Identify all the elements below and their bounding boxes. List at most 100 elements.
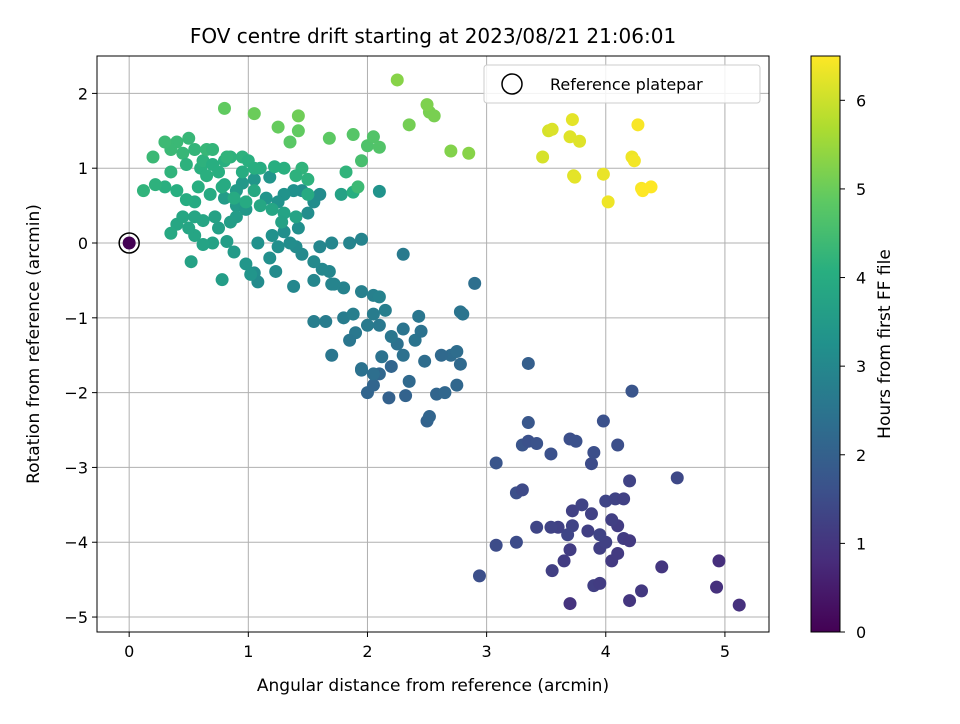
data-point <box>208 210 222 224</box>
x-axis-label: Angular distance from reference (arcmin) <box>257 676 609 696</box>
data-point <box>568 170 582 184</box>
data-point <box>623 594 637 608</box>
data-point <box>220 150 234 164</box>
data-point <box>399 389 413 403</box>
legend-label-reference: Reference platepar <box>550 75 703 94</box>
data-point <box>315 262 329 276</box>
data-point <box>179 193 193 207</box>
data-point <box>427 109 441 123</box>
legend-marker-reference <box>501 73 523 95</box>
data-point <box>263 170 277 184</box>
data-point <box>544 520 558 534</box>
colorbar-tick-label: 1 <box>856 534 866 553</box>
data-point <box>565 113 579 127</box>
data-point <box>545 122 559 136</box>
y-tick-label: −1 <box>64 309 88 328</box>
data-point <box>593 576 607 590</box>
data-point <box>164 165 178 179</box>
data-point <box>220 235 234 249</box>
data-point <box>206 143 220 157</box>
data-point <box>289 210 303 224</box>
data-point <box>584 507 598 521</box>
data-point <box>366 130 380 144</box>
data-point <box>251 236 265 250</box>
data-point <box>215 273 229 287</box>
data-point <box>644 180 658 194</box>
data-point <box>625 384 639 398</box>
data-point <box>378 303 392 317</box>
data-point <box>536 150 550 164</box>
data-point <box>247 184 261 198</box>
data-point <box>196 214 210 228</box>
data-point <box>414 324 428 338</box>
x-tick-label: 5 <box>720 642 730 661</box>
data-point <box>372 318 386 332</box>
data-point <box>291 124 305 138</box>
data-point <box>402 118 416 132</box>
data-point <box>521 416 535 430</box>
data-point <box>468 276 482 290</box>
data-point <box>275 215 289 229</box>
data-point <box>265 202 279 216</box>
data-point <box>182 221 196 235</box>
data-point <box>268 160 282 174</box>
data-point <box>563 543 577 557</box>
data-point <box>307 315 321 329</box>
data-point <box>396 348 410 362</box>
colorbar-tick-label: 6 <box>856 91 866 110</box>
data-point <box>530 520 544 534</box>
data-point <box>601 195 615 209</box>
data-point <box>422 410 436 424</box>
data-point <box>182 131 196 145</box>
data-point <box>206 236 220 250</box>
data-point <box>617 492 631 506</box>
legend: Reference platepar <box>483 64 761 104</box>
colorbar-gradient <box>810 55 841 633</box>
data-point <box>313 240 327 254</box>
data-point <box>343 333 357 347</box>
data-point <box>355 232 369 246</box>
data-point <box>631 118 645 132</box>
data-point <box>420 98 434 112</box>
data-point <box>346 307 360 321</box>
data-point <box>584 457 598 471</box>
data-point <box>325 236 339 250</box>
data-point <box>200 169 214 183</box>
data-point <box>545 564 559 578</box>
data-point <box>170 184 184 198</box>
data-point <box>325 348 339 362</box>
data-point <box>277 161 291 175</box>
reference-data-point <box>122 236 136 250</box>
y-tick-label: 2 <box>78 84 88 103</box>
data-point <box>557 554 571 568</box>
legend-box <box>483 64 761 104</box>
y-tick-label: −5 <box>64 608 88 627</box>
colorbar-label: Hours from first FF file <box>875 249 895 439</box>
data-point <box>453 305 467 319</box>
data-point <box>521 356 535 370</box>
data-point <box>402 374 416 388</box>
data-point <box>283 236 297 250</box>
data-point <box>596 167 610 181</box>
data-point <box>489 538 503 552</box>
data-point <box>283 135 297 149</box>
colorbar-tick-label: 3 <box>856 357 866 376</box>
data-point <box>253 199 267 213</box>
data-point <box>301 206 315 220</box>
data-point <box>530 436 544 450</box>
data-point <box>655 560 669 574</box>
data-point <box>450 344 464 358</box>
data-point <box>563 597 577 611</box>
data-point <box>384 330 398 344</box>
data-point <box>438 386 452 400</box>
data-point <box>382 391 396 405</box>
data-point <box>263 251 277 265</box>
x-tick-label: 1 <box>243 642 253 661</box>
y-tick-label: −3 <box>64 458 88 477</box>
colorbar-tick-label: 2 <box>856 446 866 465</box>
data-point <box>271 240 285 254</box>
chart-title: FOV centre drift starting at 2023/08/21 … <box>190 24 676 48</box>
data-point <box>396 247 410 261</box>
